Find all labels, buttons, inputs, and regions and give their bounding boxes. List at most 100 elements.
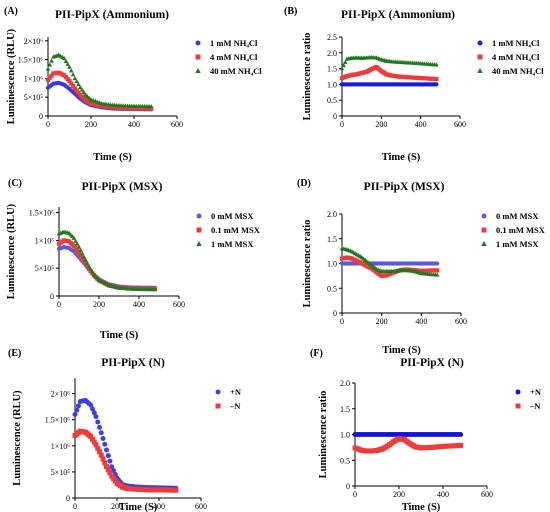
legend-label: 1 mM MSX	[496, 239, 539, 249]
y-tick-label: 0	[39, 112, 43, 121]
chart-title: PII-PipX (Ammonium)	[341, 9, 455, 21]
data-point	[86, 263, 92, 269]
legend-marker	[481, 213, 487, 219]
legend-marker	[195, 40, 201, 46]
x-tick-label: 200	[111, 502, 123, 511]
y-tick-label: 2×10⁶	[51, 390, 71, 399]
data-point	[49, 58, 54, 63]
legend-marker	[215, 403, 221, 409]
x-tick-label: 0	[73, 502, 77, 511]
data-point	[45, 66, 51, 71]
chart-panel-5: (E) PII-PipX (N) 0 200 400 600 0 5×10⁵ 1×10⁶ 1.5×…	[8, 348, 242, 512]
data-point	[90, 436, 95, 442]
data-point	[74, 88, 79, 93]
data-point	[105, 467, 111, 473]
data-point	[76, 81, 81, 87]
y-tick-label: 5×10⁵	[24, 93, 44, 102]
data-point	[112, 105, 117, 110]
chart-title: PII-PipX (MSX)	[82, 181, 163, 193]
data-point	[102, 460, 108, 466]
data-point	[110, 105, 115, 110]
data-point	[152, 287, 158, 292]
data-point	[90, 269, 95, 274]
data-point	[85, 264, 90, 269]
x-tick-label: 400	[437, 490, 449, 499]
legend-label: 0 mM MSX	[496, 211, 539, 221]
data-point	[76, 403, 81, 409]
data-point	[125, 105, 130, 111]
y-tick-label: 2.0	[340, 379, 350, 388]
y-axis-title: Luminescence (RLU)	[6, 203, 17, 299]
legend-marker	[195, 54, 201, 60]
data-point	[95, 103, 100, 108]
data-point	[129, 106, 134, 111]
legend-marker	[196, 227, 202, 233]
legend-label: –N	[529, 401, 541, 411]
data-point	[148, 104, 154, 109]
panel-label: (E)	[8, 348, 21, 359]
y-tick-label: 5×10⁵	[35, 264, 55, 273]
legend-label: +N	[530, 387, 542, 397]
data-point	[80, 251, 85, 256]
data-point	[91, 439, 97, 445]
data-point	[100, 436, 106, 442]
chart-title: PII-PipX (MSX)	[364, 181, 445, 193]
y-tick-label: 1.5	[340, 405, 350, 414]
y-tick-label: 2.0	[327, 49, 337, 58]
y-tick-label: 1.5×10⁶	[45, 416, 71, 425]
data-point	[435, 268, 440, 273]
y-tick-label: 2.5	[327, 33, 337, 42]
data-point	[97, 103, 102, 108]
data-point	[100, 456, 106, 462]
data-point	[76, 251, 82, 256]
y-tick-label: 2×10⁶	[24, 37, 44, 46]
y-tick-label: 0	[66, 494, 70, 503]
legend-marker	[481, 241, 487, 246]
legend-marker	[195, 68, 201, 73]
y-tick-label: 5×10⁵	[51, 468, 71, 477]
data-point	[339, 66, 345, 71]
data-point	[79, 87, 85, 92]
series-1	[72, 397, 179, 491]
x-tick-label: 400	[133, 300, 145, 309]
data-point	[76, 244, 82, 249]
data-point	[114, 105, 119, 110]
data-point	[78, 253, 83, 258]
panel-label: (F)	[310, 348, 323, 359]
data-point	[88, 402, 94, 408]
x-axis-title: Time (S)	[382, 345, 421, 356]
data-point	[70, 72, 76, 77]
data-point	[65, 61, 71, 66]
legend-label: 0 mM MSX	[211, 211, 254, 221]
data-point	[69, 81, 74, 86]
data-point	[121, 105, 126, 111]
series-1	[352, 432, 464, 437]
data-point	[67, 78, 72, 84]
y-tick-label: 1.5×10⁶	[29, 209, 55, 218]
y-tick-label: 0	[333, 309, 337, 318]
series-2	[352, 436, 464, 454]
x-axis-title: Time (S)	[100, 330, 139, 341]
x-tick-label: 200	[375, 120, 387, 129]
panel-label: (D)	[297, 178, 311, 189]
data-point	[116, 105, 122, 110]
data-point	[75, 248, 80, 253]
data-point	[70, 83, 76, 89]
data-point	[144, 106, 149, 111]
data-point	[49, 73, 54, 78]
data-point	[434, 272, 440, 277]
y-tick-label: 1.5	[327, 235, 337, 244]
panel-label: (C)	[8, 178, 22, 189]
legend-label: +N	[230, 387, 242, 397]
y-tick-label: 1×10⁶	[35, 236, 55, 245]
chart-title: PII-PipX (N)	[400, 357, 464, 369]
y-tick-label: 2.0	[327, 210, 337, 219]
data-point	[74, 407, 80, 413]
y-tick-label: 1.5	[327, 65, 337, 74]
x-tick-label: 400	[415, 120, 427, 129]
legend-label: 1 mM NH₄Cl	[492, 38, 540, 48]
y-tick-label: 1×10⁶	[51, 442, 71, 451]
data-point	[131, 106, 137, 111]
data-point	[83, 257, 88, 262]
y-tick-label: 1.0	[327, 260, 337, 269]
